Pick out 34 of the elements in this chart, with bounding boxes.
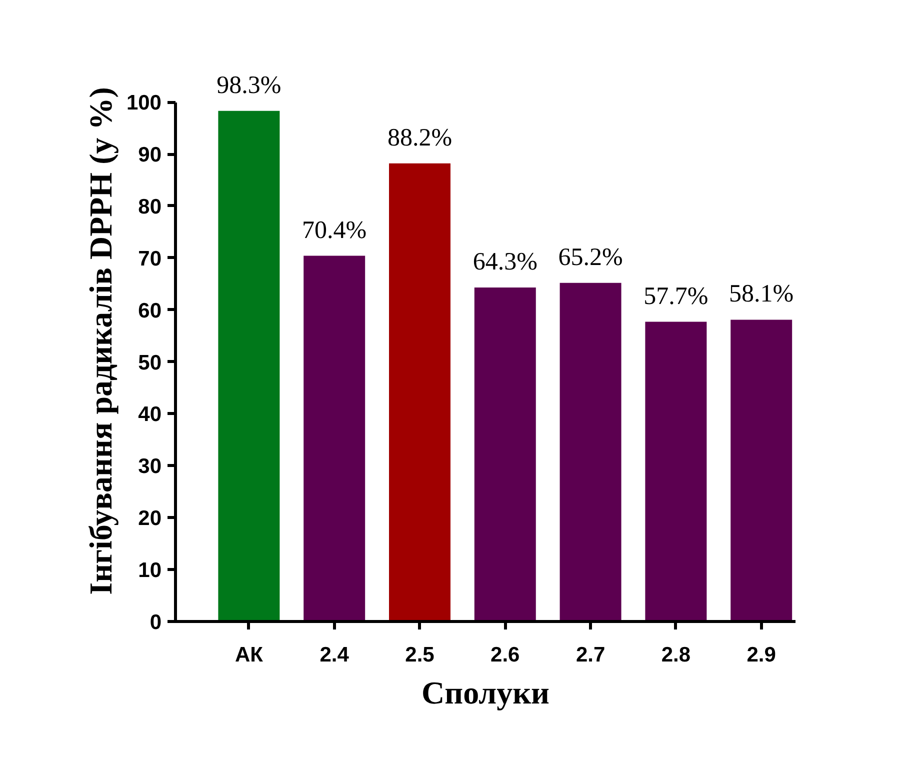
y-tick-label: 40 [138, 403, 162, 426]
x-tick-label: 2.8 [661, 644, 691, 666]
data-label: 64.3% [472, 248, 538, 276]
x-tick-label: 2.9 [746, 644, 776, 666]
y-tick-label: 50 [138, 351, 162, 374]
data-label: 70.4% [302, 216, 367, 244]
data-label: 58.1% [729, 280, 794, 308]
bar [645, 322, 707, 622]
x-tick-label: 2.7 [576, 644, 606, 666]
bar [218, 110, 280, 622]
data-label: 88.2% [387, 124, 452, 152]
x-tick-label: 2.6 [490, 644, 520, 666]
y-tick-label: 10 [138, 559, 162, 582]
bar [730, 320, 792, 622]
y-tick-label: 30 [138, 455, 162, 478]
data-label: 57.7% [644, 282, 708, 310]
x-tick-label: 2.5 [405, 644, 435, 666]
data-label: 65.2% [558, 244, 623, 271]
bar [560, 282, 622, 622]
y-tick-label: 80 [138, 195, 162, 218]
y-tick-label: 70 [138, 247, 162, 270]
bar [389, 163, 450, 622]
x-axis-title: Сполуки [422, 674, 550, 710]
x-tick-label: 2.4 [320, 644, 350, 666]
y-tick-label: 90 [138, 144, 162, 166]
y-tick-label: 0 [150, 611, 162, 634]
y-tick-label: 60 [138, 299, 162, 322]
data-label: 98.3% [216, 72, 282, 99]
x-tick-label: АК [234, 644, 264, 666]
bar [304, 256, 366, 622]
bar [474, 287, 536, 622]
y-tick-label: 100 [126, 92, 162, 115]
y-axis-title: Інгібування радикалів DPPH (у %) [82, 87, 118, 595]
y-tick-label: 20 [138, 507, 162, 530]
